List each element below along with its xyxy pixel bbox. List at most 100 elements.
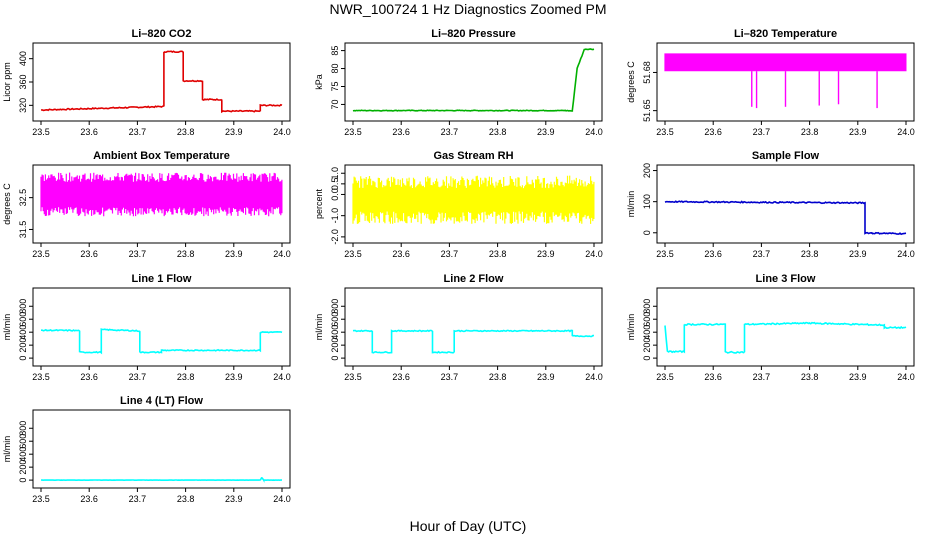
plot-frame [656, 287, 915, 367]
y-tick-label: 400 [330, 325, 340, 340]
x-tick-label: 23.9 [225, 494, 243, 504]
plot-frame [344, 42, 603, 122]
y-tick-label: 0.0 [330, 188, 340, 201]
y-tick-label: 31.5 [18, 221, 28, 239]
band-trace [664, 53, 907, 72]
x-tick-label: 23.9 [225, 249, 243, 259]
x-tick-label: 23.8 [177, 127, 195, 137]
x-tick-label: 23.9 [225, 372, 243, 382]
x-tick-label: 24.0 [897, 249, 915, 259]
x-tick-label: 23.5 [656, 249, 674, 259]
x-tick-label: 23.7 [441, 127, 459, 137]
y-axis-label: kPa [314, 74, 324, 90]
y-tick-label: 360 [18, 74, 28, 89]
x-tick-label: 24.0 [585, 372, 603, 382]
y-tick-label: 100 [642, 194, 652, 209]
series-line-1 [664, 200, 907, 236]
y-tick-label: 800 [18, 421, 28, 436]
chart-panel-8: Line 2 Flow 23.5 23.6 23.7 23.8 23.9 24.0 0 2004… [314, 273, 603, 382]
x-tick-label: 23.8 [801, 127, 819, 137]
y-tick-label: 200 [330, 338, 340, 353]
chart-title: Ambient Box Temperature [93, 150, 230, 162]
y-tick-label: 0 [642, 356, 652, 361]
x-tick-label: 23.7 [129, 494, 147, 504]
x-tick-label: 23.7 [441, 372, 459, 382]
chart-panel-4: Ambient Box Temperature 23.5 23.6 23.7 23.8 2… [2, 150, 291, 259]
y-tick-label: 75 [330, 81, 340, 91]
x-tick-label: 23.5 [32, 372, 50, 382]
x-tick-label: 23.7 [129, 127, 147, 137]
x-tick-label: 24.0 [897, 127, 915, 137]
series-line-1 [352, 329, 594, 354]
chart-panel-5: Gas Stream RH 23.5 23.6 23.7 23.8 23.9 24.0 -2.… [314, 150, 603, 259]
y-tick-label: 51.65 [642, 99, 652, 122]
x-tick-label: 23.6 [704, 372, 722, 382]
y-axis-label: ml/min [2, 314, 12, 341]
y-tick-label: 51.68 [642, 61, 652, 84]
chart-title: Gas Stream RH [433, 150, 513, 162]
x-tick-label: 23.5 [32, 494, 50, 504]
y-tick-label: -1.0 [330, 208, 340, 224]
x-tick-label: 23.5 [344, 372, 362, 382]
y-axis-label: degrees C [2, 183, 12, 225]
series-line-1 [41, 328, 283, 355]
chart-title: Line 3 Flow [756, 273, 816, 285]
y-tick-label: 600 [18, 434, 28, 449]
x-tick-label: 23.8 [801, 249, 819, 259]
x-tick-label: 23.6 [80, 494, 98, 504]
chart-title: Li–820 Temperature [734, 28, 837, 40]
x-tick-label: 23.5 [32, 127, 50, 137]
y-tick-label: 0 [330, 356, 340, 361]
chart-title: Li–820 Pressure [431, 28, 515, 40]
x-tick-label: 24.0 [273, 249, 291, 259]
x-tick-label: 23.9 [537, 249, 555, 259]
y-tick-label: 200 [642, 163, 652, 178]
chart-panel-2: Li–820 Pressure 23.5 23.6 23.7 23.8 23.9 24.0 7… [314, 28, 603, 137]
y-tick-label: 400 [18, 325, 28, 340]
plot-frame [32, 287, 291, 367]
figure-title: NWR_100724 1 Hz Diagnostics Zoomed PM [329, 1, 607, 17]
x-tick-label: 23.8 [489, 372, 507, 382]
band-trace [352, 175, 595, 224]
y-tick-label: 1.0 [330, 167, 340, 180]
x-tick-label: 23.6 [704, 127, 722, 137]
y-tick-label: 0 [18, 356, 28, 361]
x-tick-label: 23.7 [129, 372, 147, 382]
chart-title: Line 1 Flow [132, 273, 192, 285]
x-tick-label: 23.9 [537, 372, 555, 382]
chart-panel-3: Li–820 Temperature 23.5 23.6 23.7 23.8 23.9 24… [626, 28, 915, 137]
y-axis-label: degrees C [626, 61, 636, 103]
x-tick-label: 23.5 [344, 249, 362, 259]
y-tick-label: 600 [642, 312, 652, 327]
chart-panel-10: Line 4 (LT) Flow 23.5 23.6 23.7 23.8 23.9 24.0… [2, 395, 291, 504]
chart-title: Sample Flow [752, 150, 820, 162]
x-tick-label: 23.6 [80, 372, 98, 382]
y-axis-label: ml/min [626, 314, 636, 341]
x-tick-label: 23.8 [489, 249, 507, 259]
y-tick-label: 600 [330, 312, 340, 327]
y-axis-label: ml/min [2, 436, 12, 463]
y-tick-label: 70 [330, 99, 340, 109]
x-tick-label: 23.8 [177, 249, 195, 259]
plot-frame [344, 287, 603, 367]
x-tick-label: 23.9 [849, 127, 867, 137]
series-line-1 [40, 477, 283, 483]
x-tick-label: 23.8 [177, 372, 195, 382]
y-tick-label: 600 [18, 312, 28, 327]
x-tick-label: 23.6 [392, 127, 410, 137]
plot-frame [656, 42, 915, 122]
y-axis-label: ml/min [626, 191, 636, 218]
x-tick-label: 23.6 [80, 249, 98, 259]
x-tick-label: 23.8 [801, 372, 819, 382]
series-line-1 [40, 50, 283, 114]
x-tick-label: 23.7 [753, 372, 771, 382]
x-tick-label: 23.6 [80, 127, 98, 137]
plot-frame [32, 409, 291, 489]
x-tick-label: 23.6 [704, 249, 722, 259]
x-tick-label: 23.8 [177, 494, 195, 504]
x-tick-label: 23.6 [392, 249, 410, 259]
x-tick-label: 24.0 [273, 372, 291, 382]
x-tick-label: 23.5 [656, 127, 674, 137]
y-axis-label: ml/min [314, 314, 324, 341]
chart-panel-6: Sample Flow 23.5 23.6 23.7 23.8 23.9 24.0 0 100 2… [626, 150, 915, 259]
